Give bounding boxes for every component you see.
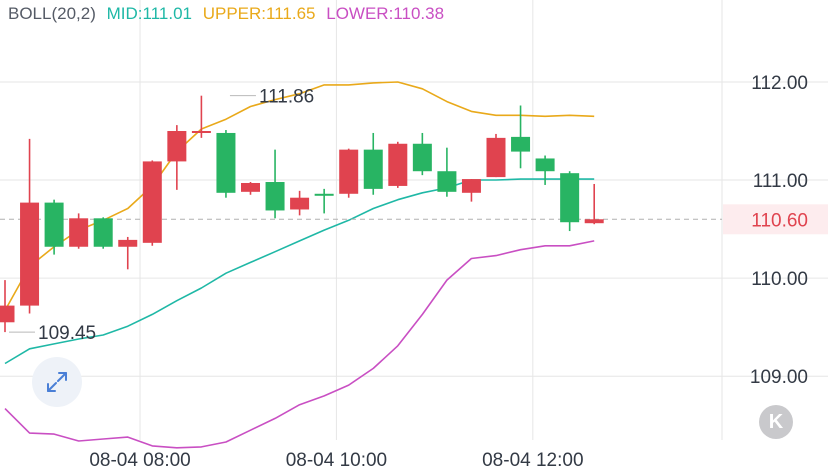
candle — [44, 199, 64, 255]
candles — [0, 95, 604, 333]
candle — [339, 148, 359, 198]
axes: 112.00 111.00 110.00 109.00 08-04 08:00 08-04… — [89, 73, 808, 471]
candle-body — [511, 136, 531, 152]
legend-upper-value: UPPER:111.65 — [202, 4, 316, 23]
candle — [535, 155, 555, 185]
current-price-label: 110.60 — [751, 210, 808, 231]
candle — [314, 188, 334, 214]
candle-body — [388, 143, 408, 186]
boll-lower-line — [4, 240, 595, 449]
candle-body — [191, 131, 211, 133]
candle — [511, 105, 531, 169]
candle — [560, 171, 580, 232]
candle — [0, 280, 15, 333]
k-line-button[interactable]: K — [759, 405, 793, 439]
candle-body — [44, 202, 64, 247]
candle-body — [69, 218, 89, 247]
candle-body — [0, 305, 15, 323]
expand-arrows-icon — [47, 372, 67, 392]
candle — [265, 149, 285, 219]
candle-body — [412, 143, 432, 172]
candle-body — [20, 202, 40, 306]
candle — [461, 179, 481, 202]
candle — [584, 183, 604, 225]
annotation-label: 109.45 — [38, 323, 96, 344]
legend-lower-value: LOWER:110.38 — [326, 4, 445, 23]
candle-body — [437, 171, 457, 192]
candle — [191, 95, 211, 138]
y-tick-label: 110.00 — [751, 269, 808, 290]
current-price-line: 110.60 — [0, 204, 828, 235]
candle — [69, 213, 89, 249]
k-line-icon: K — [768, 410, 784, 433]
current-price-tag — [723, 204, 828, 235]
candle-body — [290, 197, 310, 210]
y-tick-label: 111.00 — [753, 171, 808, 192]
candle — [167, 125, 187, 190]
y-tick-label: 109.00 — [750, 367, 808, 388]
candle — [363, 132, 383, 195]
candle-body — [142, 161, 162, 243]
candle-body — [486, 137, 506, 178]
legend-indicator-name: BOLL(20,2) — [8, 4, 96, 23]
y-tick-label: 112.00 — [751, 73, 808, 94]
candle-body — [265, 182, 285, 211]
candle — [290, 190, 310, 216]
candle-body — [560, 173, 580, 223]
annotations: 111.86 109.45 — [9, 87, 314, 344]
x-tick-label: 08-04 10:00 — [286, 450, 387, 471]
legend-mid-value: MID:111.01 — [106, 4, 192, 23]
expand-chart-button[interactable] — [32, 357, 82, 407]
candle-body — [584, 219, 604, 224]
annotation-label: 111.86 — [259, 87, 314, 108]
candle — [486, 133, 506, 178]
grid-layer — [0, 0, 828, 440]
candle — [93, 217, 113, 249]
candle-body — [339, 149, 359, 194]
candle-body — [535, 158, 555, 172]
candle-body — [314, 193, 334, 196]
candle — [241, 182, 260, 195]
boll-legend: BOLL(20,2) MID:111.01 UPPER:111.65 LOWER… — [8, 4, 450, 24]
candle-body — [167, 131, 187, 162]
candle — [142, 160, 162, 246]
candle — [437, 147, 457, 197]
candle — [388, 141, 408, 188]
candle — [20, 138, 40, 314]
candle — [118, 236, 138, 270]
candle-body — [363, 149, 383, 189]
bollinger-bands — [4, 81, 595, 449]
x-tick-label: 08-04 12:00 — [482, 450, 583, 471]
boll-mid-line — [4, 178, 595, 365]
candle-body — [461, 179, 481, 193]
candle — [216, 130, 236, 198]
candle-body — [118, 239, 138, 247]
candle-body — [241, 182, 260, 192]
x-tick-label: 08-04 08:00 — [89, 450, 190, 471]
candle — [412, 132, 432, 176]
candle-body — [93, 218, 113, 247]
candle-body — [216, 132, 236, 193]
